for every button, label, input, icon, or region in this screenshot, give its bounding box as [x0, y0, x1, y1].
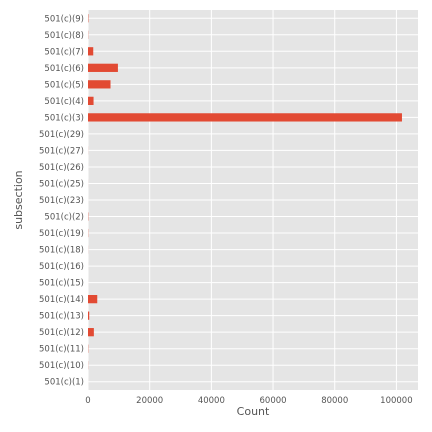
y-tick-label: 501(c)(5) [44, 80, 84, 90]
y-tick-label: 501(c)(7) [44, 47, 84, 57]
x-tick-label: 100000 [380, 396, 412, 406]
grid-lines [87, 10, 418, 390]
y-tick-label: 501(c)(27) [39, 146, 84, 156]
y-axis-label: subsection [12, 170, 25, 229]
y-tick-label: 501(c)(6) [44, 64, 84, 74]
y-tick-label: 501(c)(13) [39, 312, 84, 322]
bars [88, 14, 402, 386]
y-tick-label: 501(c)(26) [39, 163, 84, 173]
bar [88, 311, 90, 320]
y-tick-label: 501(c)(29) [39, 130, 84, 140]
y-tick-label: 501(c)(9) [44, 14, 84, 24]
y-tick-label: 501(c)(14) [39, 295, 84, 305]
y-tick-label: 501(c)(15) [39, 279, 84, 289]
x-tick-labels: 0 20000 40000 60000 80000 100000 [85, 396, 412, 406]
x-tick-label: 0 [85, 396, 90, 406]
x-tick-label: 60000 [260, 396, 287, 406]
y-tick-label: 501(c)(2) [44, 213, 84, 223]
y-tick-label: 501(c)(16) [39, 262, 84, 272]
y-tick-label: 501(c)(18) [39, 246, 84, 256]
y-tick-label: 501(c)(19) [39, 229, 84, 239]
y-tick-label: 501(c)(4) [44, 97, 84, 107]
y-tick-label: 501(c)(10) [39, 361, 84, 371]
bar [88, 80, 111, 89]
bar [88, 96, 94, 105]
y-tick-label: 501(c)(8) [44, 31, 84, 41]
bar [88, 63, 118, 72]
y-tick-label: 501(c)(11) [39, 345, 84, 355]
x-tick-label: 20000 [136, 396, 163, 406]
y-tick-labels: 501(c)(9) 501(c)(8) 501(c)(7) 501(c)(6) 501(… [39, 14, 84, 387]
y-tick-label: 501(c)(23) [39, 196, 84, 206]
bar [88, 113, 402, 122]
x-tick-label: 40000 [198, 396, 225, 406]
bar [88, 295, 98, 304]
bar [88, 47, 94, 56]
y-tick-label: 501(c)(3) [44, 113, 84, 123]
x-axis-label: Count [237, 405, 270, 418]
x-tick-label: 80000 [321, 396, 348, 406]
bar [88, 328, 94, 337]
y-tick-label: 501(c)(12) [39, 328, 84, 338]
y-tick-label: 501(c)(1) [44, 378, 84, 388]
y-tick-label: 501(c)(25) [39, 179, 84, 189]
